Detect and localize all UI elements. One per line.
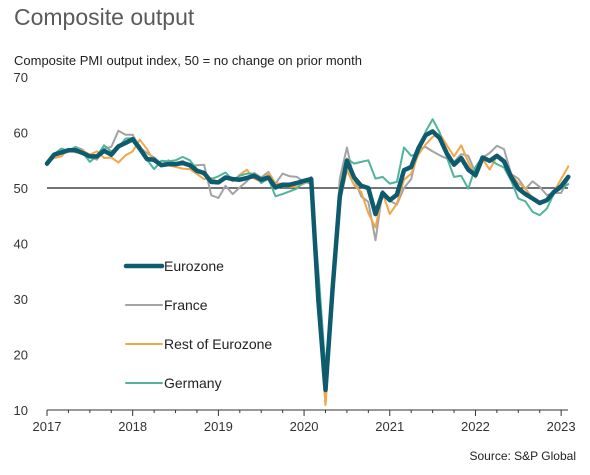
y-tick-label: 20 (14, 348, 28, 363)
series-layer (44, 118, 571, 406)
x-tick-label: 2023 (547, 419, 576, 434)
y-tick-label: 60 (14, 126, 28, 141)
y-tick-label: 50 (14, 181, 28, 196)
series-line-eurozone (44, 129, 571, 393)
y-tick-label: 30 (14, 292, 28, 307)
x-tick-label: 2019 (204, 419, 233, 434)
legend-label-eurozone: Eurozone (164, 258, 224, 274)
x-tick-label: 2021 (375, 419, 404, 434)
legend-label-germany: Germany (164, 375, 222, 391)
legend: Eurozone France Rest of Eurozone Germany (123, 258, 272, 391)
x-tick-label: 2018 (118, 419, 147, 434)
x-tick-label: 2020 (290, 419, 319, 434)
legend-label-france: France (164, 297, 208, 313)
y-axis: 10 20 30 40 50 60 70 (14, 70, 28, 418)
x-tick-label: 2022 (461, 419, 490, 434)
legend-label-rest-of-eurozone: Rest of Eurozone (164, 336, 272, 352)
source-note: Source: S&P Global (469, 449, 576, 463)
page-title: Composite output (14, 4, 195, 30)
y-tick-label: 70 (14, 70, 28, 85)
x-axis: 2017 2018 2019 2020 2021 2022 2023 (33, 409, 576, 434)
x-tick-label: 2017 (33, 419, 62, 434)
y-tick-label: 10 (14, 403, 28, 418)
chart-subtitle: Composite PMI output index, 50 = no chan… (14, 53, 362, 68)
series-line-rest-of-eurozone (46, 132, 570, 406)
y-tick-label: 40 (14, 237, 28, 252)
